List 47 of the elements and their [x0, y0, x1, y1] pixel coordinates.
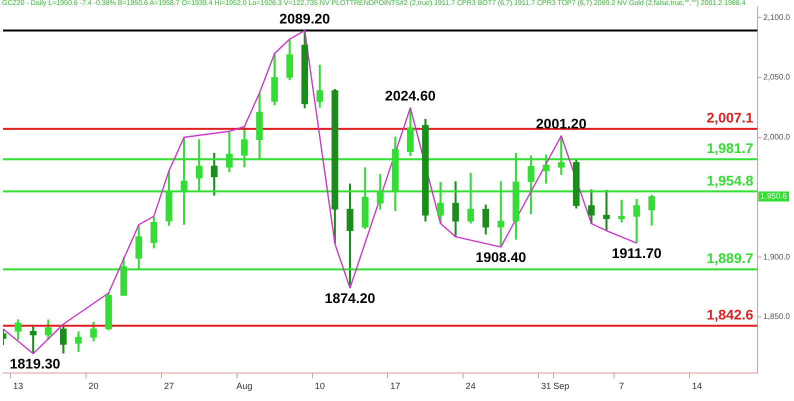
annotation: 1874.20	[324, 290, 376, 306]
candlestick	[210, 152, 218, 197]
candlestick	[452, 180, 459, 238]
ref-line-label: 1,889.7	[706, 250, 754, 266]
x-tick-label: 31	[541, 381, 552, 392]
x-tick-label: 27	[164, 381, 174, 392]
candlestick	[618, 198, 625, 224]
annotation: 1908.40	[476, 248, 526, 265]
candlestick	[482, 204, 490, 236]
candlestick	[150, 216, 158, 250]
candlestick	[90, 320, 97, 342]
candlestick	[588, 188, 595, 226]
x-tick-label: 24	[466, 381, 476, 392]
y-tick-label: 2,100.0	[763, 12, 791, 22]
candlestick	[633, 198, 640, 244]
y-tick-label: 2,000.0	[763, 132, 791, 142]
annotation: 1819.30	[10, 356, 61, 372]
annotation: 1911.70	[612, 244, 662, 261]
y-tick-label: 2,050.0	[763, 72, 791, 82]
x-tick-label: 13	[13, 381, 24, 392]
ref-line-label: 1,842.6	[706, 306, 754, 323]
x-tick-label: Aug	[236, 381, 252, 392]
candlestick	[60, 323, 67, 354]
x-tick-label: 17	[390, 381, 400, 392]
annotation: 1,950.6	[760, 192, 788, 201]
y-tick-label: 1,850.0	[763, 312, 791, 322]
annotation: 2001.20	[536, 116, 587, 132]
annotation: 2089.20	[279, 10, 330, 26]
x-tick-label: Sep	[553, 381, 570, 392]
ref-line-label: 1,954.8	[706, 172, 754, 188]
x-tick-label: 20	[88, 381, 99, 392]
candlestick	[44, 318, 52, 341]
x-tick-label: 7	[619, 381, 624, 392]
candlestick	[346, 182, 354, 289]
candlestick	[30, 325, 37, 355]
annotation: 2024.60	[385, 88, 436, 104]
x-tick-label: 14	[692, 381, 702, 392]
y-tick-label: 1,900.0	[763, 252, 791, 262]
candlestick	[286, 38, 293, 82]
candlestick	[316, 64, 324, 109]
candlestick	[648, 194, 656, 227]
ref-line-label: 2,007.1	[706, 110, 754, 126]
candlestick	[75, 330, 82, 353]
candlestick	[603, 189, 610, 232]
ref-line-label: 1,981.7	[706, 140, 754, 156]
x-tick-label: 10	[314, 381, 325, 392]
candlestick	[14, 318, 22, 341]
